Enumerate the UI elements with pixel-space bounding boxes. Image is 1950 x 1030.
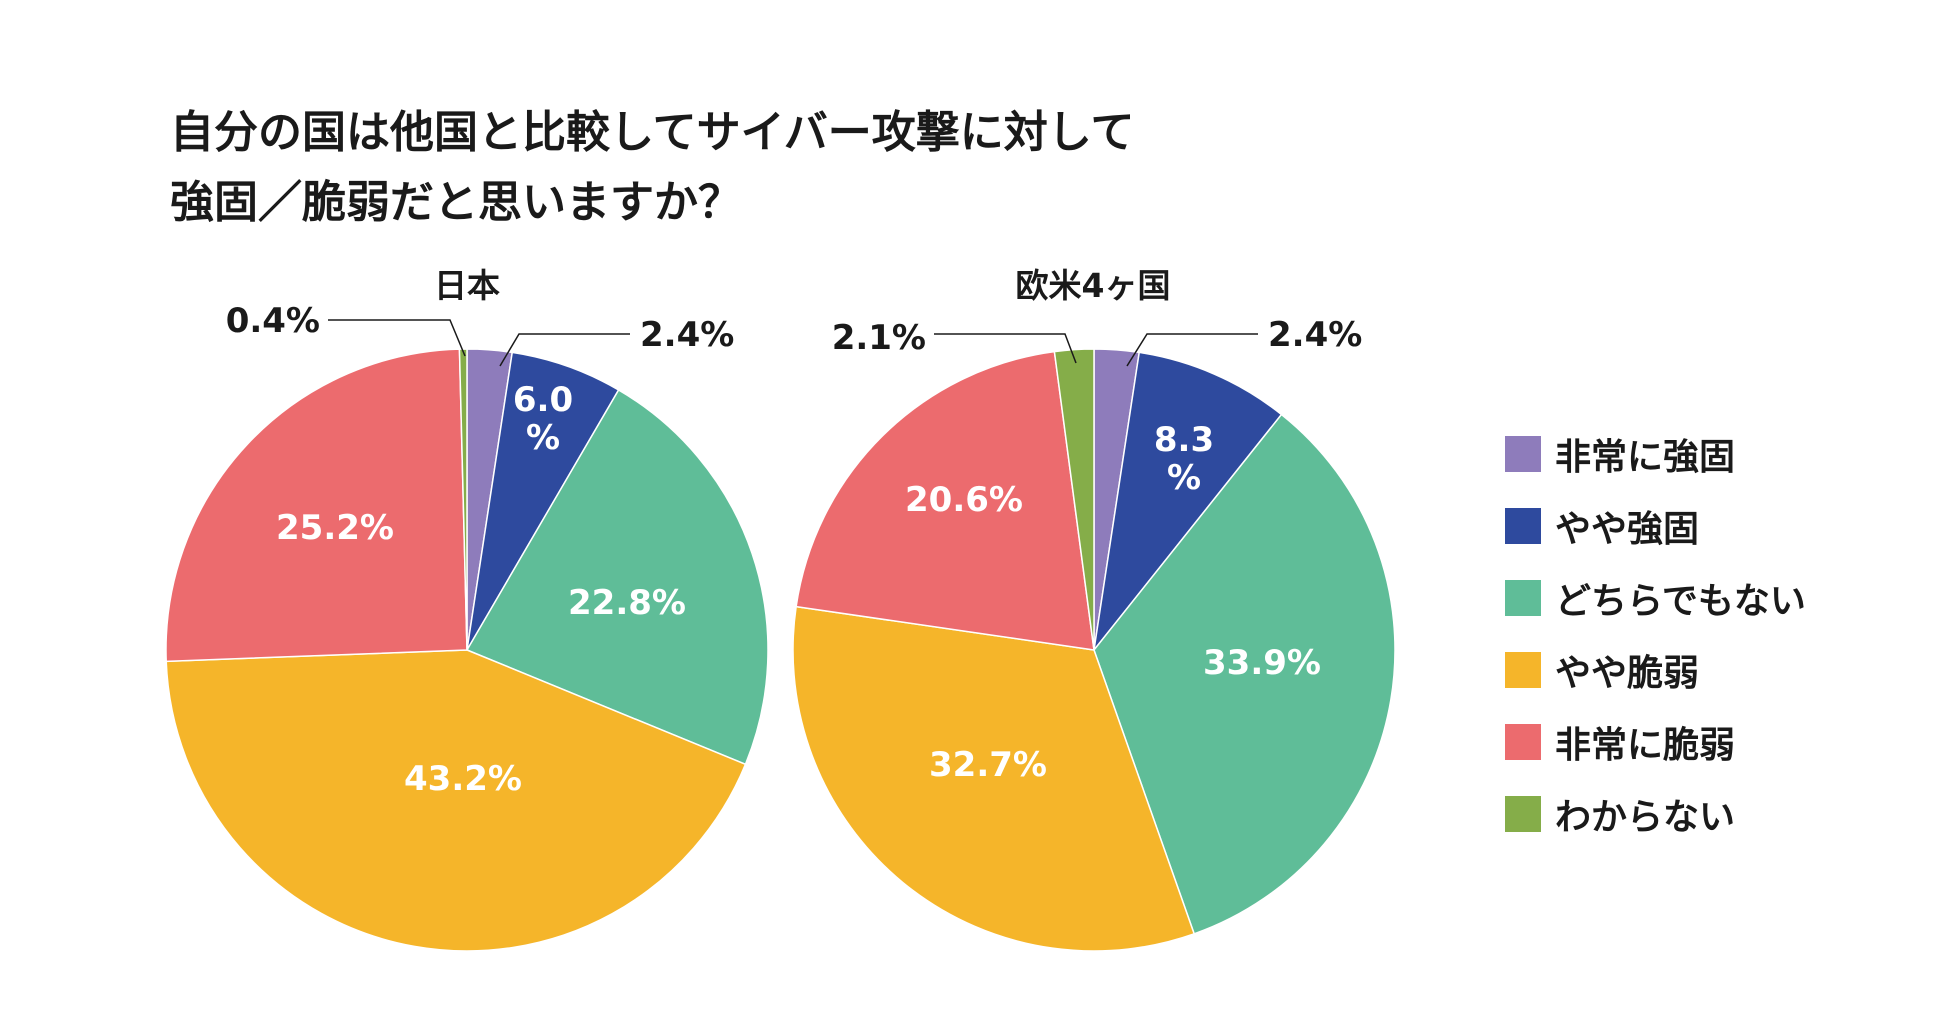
data-label: 2.4% <box>1268 315 1362 355</box>
chart-title: 自分の国は他国と比較してサイバー攻撃に対して 強固／脆弱だと思いますか？ <box>170 98 1134 238</box>
legend-item: やや脆弱 <box>1505 634 1806 706</box>
legend-label: どちらでもない <box>1555 581 1806 622</box>
legend-label: 非常に強固 <box>1555 437 1736 478</box>
data-label: % <box>526 418 560 458</box>
data-label: 8.3 <box>1154 420 1214 460</box>
data-label: 43.2% <box>404 759 522 799</box>
legend-label: 非常に脆弱 <box>1555 725 1736 766</box>
legend-item: やや強固 <box>1505 490 1806 562</box>
legend: 非常に強固 やや強固 どちらでもない やや脆弱 非常に脆弱 わからない <box>1505 418 1806 850</box>
legend-swatch <box>1505 724 1541 760</box>
leader-line <box>499 333 630 367</box>
legend-swatch <box>1505 436 1541 472</box>
legend-label: わからない <box>1555 797 1736 838</box>
legend-item: 非常に脆弱 <box>1505 706 1806 778</box>
legend-item: 非常に強固 <box>1505 418 1806 490</box>
pie-slice <box>165 348 468 663</box>
legend-swatch <box>1505 508 1541 544</box>
chart-title-line-1: 自分の国は他国と比較してサイバー攻撃に対して <box>170 107 1135 158</box>
pie-slice <box>795 350 1095 651</box>
pie-slice <box>1093 413 1396 935</box>
legend-label: やや脆弱 <box>1555 653 1700 694</box>
leader-line <box>934 333 1077 364</box>
chart-title-line-2: 強固／脆弱だと思いますか？ <box>170 177 742 228</box>
legend-label: やや強固 <box>1555 509 1700 550</box>
data-label: 20.6% <box>905 480 1023 520</box>
pie-slice <box>458 348 468 651</box>
pie-slice <box>165 649 747 952</box>
data-label: 32.7% <box>929 745 1047 785</box>
legend-item: どちらでもない <box>1505 562 1806 634</box>
legend-swatch <box>1505 652 1541 688</box>
pie-chart: 日本 6.0% 22.8% 43.2% 25.2% 2.4% 0.4% <box>165 266 769 952</box>
data-label: 0.4% <box>226 301 320 341</box>
data-label: 6.0 <box>513 380 573 420</box>
data-label: 25.2% <box>276 508 394 548</box>
leader-line <box>328 319 466 357</box>
data-label: 2.4% <box>640 315 734 355</box>
data-label: 2.1% <box>832 318 926 358</box>
pie-slice <box>792 605 1196 952</box>
pie-slice <box>465 388 769 766</box>
pie-slice <box>1092 351 1283 653</box>
leader-line <box>1126 333 1258 367</box>
pie-slice <box>1053 348 1095 651</box>
legend-swatch <box>1505 796 1541 832</box>
data-label: 22.8% <box>568 583 686 623</box>
data-label: 33.9% <box>1203 643 1321 683</box>
legend-swatch <box>1505 580 1541 616</box>
legend-item: わからない <box>1505 778 1806 850</box>
pie-title: 欧米4ヶ国 <box>1016 266 1171 305</box>
pie-chart: 欧米4ヶ国 8.3% 33.9% 32.7% 20.6% 2.4% 2.1% <box>792 266 1396 952</box>
data-label: % <box>1167 458 1201 498</box>
pie-title: 日本 <box>434 266 500 305</box>
